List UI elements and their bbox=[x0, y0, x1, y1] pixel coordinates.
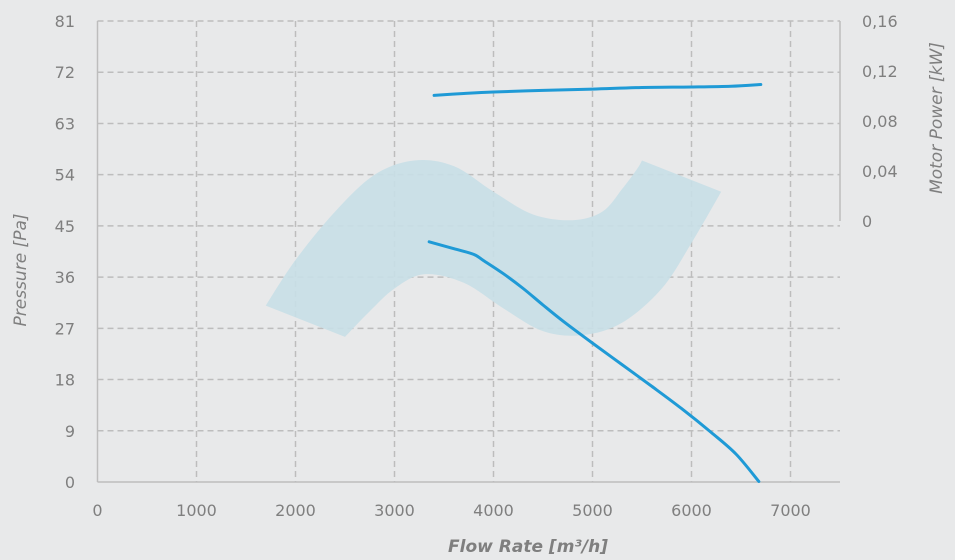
y2-tick-label: 0 bbox=[862, 212, 872, 231]
x-tick-label: 3000 bbox=[374, 501, 415, 520]
y-tick-label: 9 bbox=[65, 422, 75, 441]
x-tick-label: 1000 bbox=[176, 501, 217, 520]
y-tick-label: 54 bbox=[55, 166, 75, 185]
x-tick-label: 6000 bbox=[671, 501, 712, 520]
y2-tick-label: 0,16 bbox=[862, 12, 898, 31]
y-axis-title: Pressure [Pa] bbox=[11, 214, 31, 327]
x-axis-title: Flow Rate [m³/h] bbox=[448, 537, 608, 557]
x-tick-label: 7000 bbox=[770, 501, 811, 520]
y2-tick-label: 0,08 bbox=[862, 112, 898, 131]
y2-tick-label: 0,12 bbox=[862, 62, 898, 81]
y2-tick-label: 0,04 bbox=[862, 162, 898, 181]
x-tick-label: 2000 bbox=[275, 501, 316, 520]
y-tick-label: 18 bbox=[55, 371, 75, 390]
x-tick-label: 5000 bbox=[572, 501, 613, 520]
series-group bbox=[427, 83, 763, 483]
grid bbox=[96, 20, 841, 483]
operating-band bbox=[265, 159, 722, 337]
y-tick-label: 27 bbox=[55, 319, 75, 338]
y2-axis-title: Motor Power [kW] bbox=[927, 42, 947, 194]
y-tick-label: 36 bbox=[55, 268, 75, 287]
y-tick-label: 0 bbox=[65, 473, 75, 492]
y-tick-label: 81 bbox=[55, 12, 75, 31]
operating-range-band bbox=[265, 159, 722, 337]
x-tick-label: 0 bbox=[92, 501, 102, 520]
tick-labels: 0 9 18 27 36 45 54 63 72 81 0 1000 2000 3000 4000 5000 6… bbox=[55, 12, 898, 520]
y-tick-label: 72 bbox=[55, 63, 75, 82]
y-tick-label: 63 bbox=[55, 114, 75, 133]
x-tick-label: 4000 bbox=[473, 501, 514, 520]
motor-power-curve bbox=[432, 83, 763, 97]
y-tick-label: 45 bbox=[55, 217, 75, 236]
pressure-curve bbox=[427, 240, 761, 483]
